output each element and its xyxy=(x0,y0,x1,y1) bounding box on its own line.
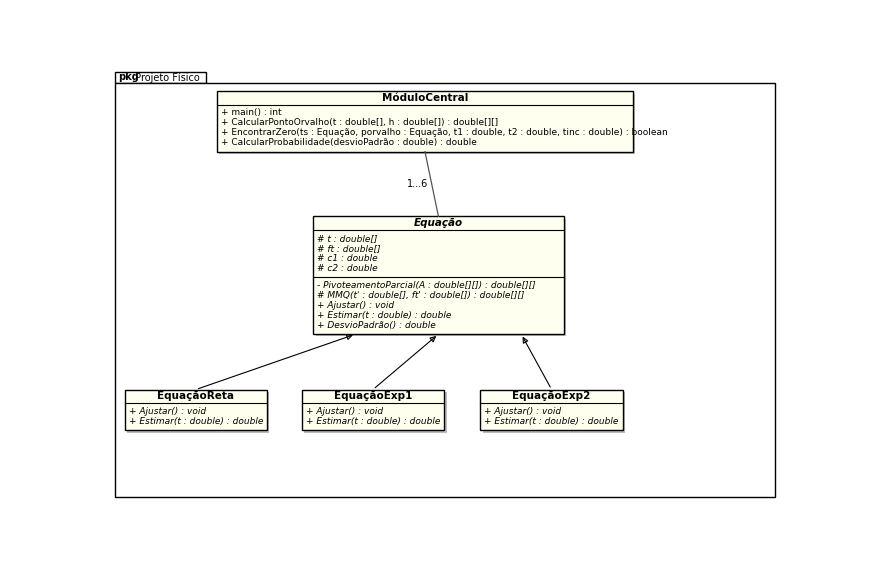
Text: # c1 : double: # c1 : double xyxy=(317,254,378,263)
Text: + Ajustar() : void: + Ajustar() : void xyxy=(484,407,561,416)
Text: Projeto Físico: Projeto Físico xyxy=(132,72,200,82)
Bar xyxy=(302,390,444,430)
Text: # t : double[]: # t : double[] xyxy=(317,233,377,243)
Text: + Ajustar() : void: + Ajustar() : void xyxy=(306,407,382,416)
Text: + main() : int: + main() : int xyxy=(221,108,282,117)
Text: - PivoteamentoParcial(A : double[][]) : double[][]: - PivoteamentoParcial(A : double[][]) : … xyxy=(317,281,536,290)
Text: + DesvioPadrão() : double: + DesvioPadrão() : double xyxy=(317,321,436,330)
Bar xyxy=(115,72,205,83)
Text: Equação: Equação xyxy=(414,218,463,228)
Text: # MMQ(t' : double[], ft' : double[]) : double[][]: # MMQ(t' : double[], ft' : double[]) : d… xyxy=(317,290,525,299)
Text: + Ajustar() : void: + Ajustar() : void xyxy=(317,301,395,310)
Bar xyxy=(314,216,564,334)
Text: + CalcularPontoOrvalho(t : double[], h : double[]) : double[][]: + CalcularPontoOrvalho(t : double[], h :… xyxy=(221,118,498,127)
Bar xyxy=(127,392,269,433)
Text: + Estimar(t : double) : double: + Estimar(t : double) : double xyxy=(484,417,619,426)
Text: EquaçãoExp1: EquaçãoExp1 xyxy=(334,391,412,402)
Text: # ft : double[]: # ft : double[] xyxy=(317,244,381,253)
Text: + Ajustar() : void: + Ajustar() : void xyxy=(129,407,206,416)
Text: + Estimar(t : double) : double: + Estimar(t : double) : double xyxy=(129,417,263,426)
Text: 1...6: 1...6 xyxy=(407,179,428,189)
Bar xyxy=(304,392,447,433)
Text: MóduloCentral: MóduloCentral xyxy=(381,92,468,103)
Bar xyxy=(315,219,566,336)
Text: pkg: pkg xyxy=(118,72,139,82)
Text: + CalcularProbabilidade(desvioPadrão : double) : double: + CalcularProbabilidade(desvioPadrão : d… xyxy=(221,138,477,147)
Text: EquaçãoReta: EquaçãoReta xyxy=(157,391,235,402)
Text: + Estimar(t : double) : double: + Estimar(t : double) : double xyxy=(306,417,440,426)
Bar xyxy=(219,93,635,154)
Bar xyxy=(482,392,625,433)
Bar xyxy=(481,390,623,430)
Text: EquaçãoExp2: EquaçãoExp2 xyxy=(513,391,591,402)
Bar xyxy=(124,390,267,430)
Text: # c2 : double: # c2 : double xyxy=(317,264,378,273)
Bar xyxy=(217,91,633,152)
Text: + EncontrarZero(ts : Equação, porvalho : Equação, t1 : double, t2 : double, tinc: + EncontrarZero(ts : Equação, porvalho :… xyxy=(221,128,667,137)
Text: + Estimar(t : double) : double: + Estimar(t : double) : double xyxy=(317,311,452,320)
